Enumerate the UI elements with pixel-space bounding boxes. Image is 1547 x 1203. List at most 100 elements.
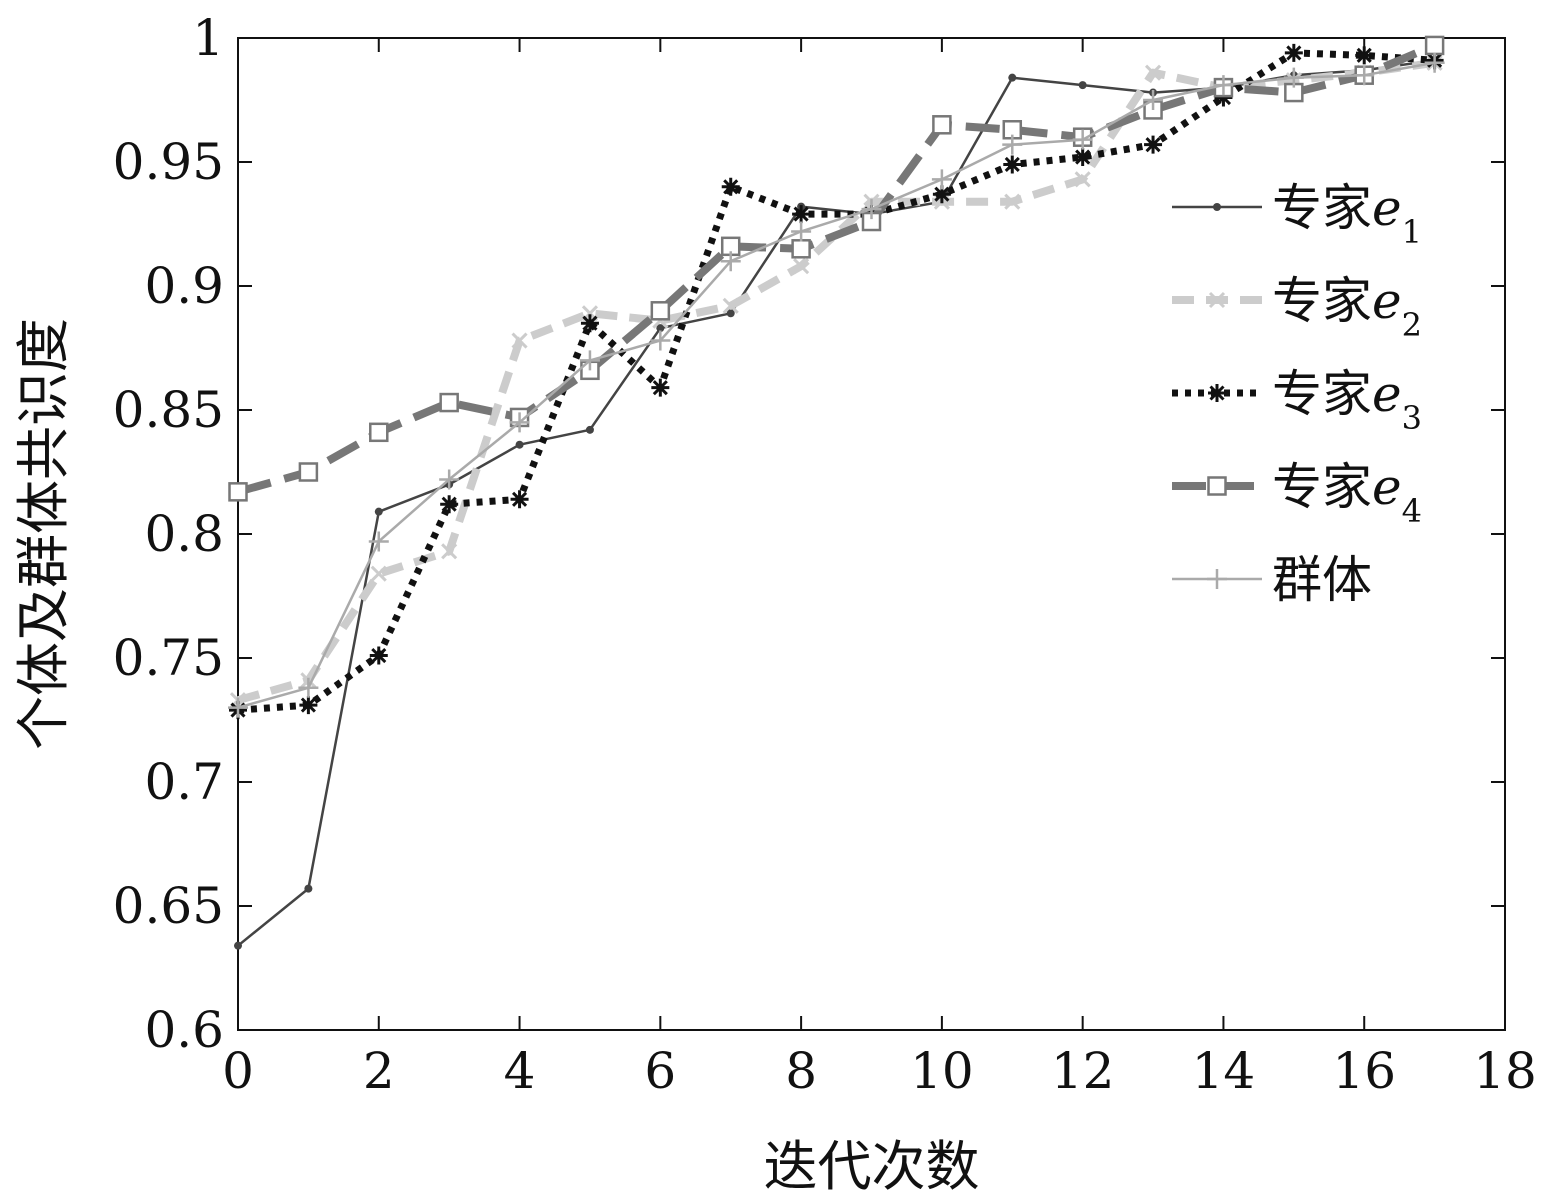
y-axis-label: 个体及群体共识度: [12, 318, 75, 750]
data-point: [1004, 193, 1021, 210]
data-point: [793, 258, 810, 275]
data-point: [1078, 81, 1087, 90]
x-tick-label: 10: [910, 1042, 974, 1100]
x-tick-label: 4: [504, 1042, 536, 1100]
data-point: [1208, 291, 1226, 309]
data-point: [1214, 88, 1233, 107]
data-point: [1207, 476, 1227, 496]
legend-label: 专家e2: [1272, 272, 1422, 344]
data-point: [1213, 203, 1221, 211]
y-tick-label: 0.75: [113, 629, 224, 687]
data-point: [580, 314, 599, 333]
y-tick-label: 0.95: [113, 133, 224, 191]
data-point: [1144, 135, 1163, 154]
data-point: [931, 169, 952, 190]
x-tick-label: 18: [1473, 1042, 1537, 1100]
y-tick-label: 0.8: [144, 505, 224, 563]
y-tick-label: 0.85: [113, 381, 224, 439]
data-point: [1073, 148, 1092, 167]
series-4: [228, 35, 1445, 502]
data-point: [441, 543, 458, 560]
x-tick-label: 0: [222, 1042, 254, 1100]
data-point: [720, 251, 741, 272]
data-point: [792, 205, 811, 224]
data-point: [1424, 52, 1445, 73]
data-point: [1284, 43, 1303, 62]
data-point: [1424, 35, 1445, 56]
data-point: [579, 350, 600, 371]
data-point: [511, 332, 528, 349]
x-tick-label: 14: [1192, 1042, 1256, 1100]
data-point: [932, 185, 951, 204]
series-layer: [228, 35, 1445, 950]
data-point: [1072, 129, 1093, 150]
data-point: [1002, 134, 1023, 155]
data-point: [1143, 90, 1164, 110]
series-1: [234, 56, 1439, 950]
x-axis-label: 迭代次数: [764, 1135, 980, 1198]
series-line: [237, 49, 1435, 714]
series-line: [237, 61, 1435, 709]
data-point: [298, 677, 319, 698]
data-point: [1207, 569, 1227, 589]
y-tick-label: 0.9: [144, 257, 224, 315]
series-line: [236, 41, 1437, 496]
series-2: [229, 54, 1443, 709]
data-point: [1208, 384, 1226, 402]
data-point: [369, 646, 388, 665]
series-line: [237, 59, 1435, 947]
x-tick-label: 6: [644, 1042, 676, 1100]
data-point: [304, 884, 313, 893]
data-point: [369, 422, 389, 443]
data-point: [1008, 73, 1017, 82]
legend-label: 专家e3: [1272, 365, 1422, 437]
data-point: [1354, 65, 1375, 86]
data-point: [374, 507, 383, 516]
data-point: [721, 177, 740, 196]
legend-item: 专家e2: [1172, 272, 1422, 344]
data-point: [1355, 46, 1374, 65]
series-line: [236, 58, 1436, 705]
legend-item: 专家e4: [1172, 458, 1422, 530]
series-3: [229, 43, 1444, 720]
data-point: [585, 425, 594, 434]
legend-item: 群体: [1172, 551, 1372, 609]
data-point: [932, 115, 952, 135]
y-tick-label: 1: [192, 9, 224, 67]
data-point: [439, 392, 459, 413]
data-point: [791, 221, 812, 242]
data-point: [1144, 64, 1162, 81]
legend-label: 专家e4: [1272, 458, 1422, 530]
data-point: [1074, 171, 1091, 188]
x-tick-label: 16: [1332, 1042, 1396, 1100]
y-tick-label: 0.6: [144, 1001, 224, 1059]
data-point: [509, 412, 530, 433]
data-point: [368, 531, 389, 552]
legend-item: 专家e3: [1172, 365, 1422, 437]
data-point: [370, 565, 387, 582]
legend-label: 专家e1: [1272, 179, 1422, 251]
series-5: [228, 52, 1445, 718]
y-tick-label: 0.7: [144, 753, 224, 811]
data-point: [656, 324, 665, 333]
data-point: [439, 469, 460, 490]
data-point: [650, 330, 671, 351]
data-point: [861, 199, 882, 220]
axis-tick-labels: 0 2 4 6 8 10 12 14 16 18 0.6 0.65 0.7 0.75 0.8 0.85 0.9 0…: [113, 9, 1537, 1100]
data-point: [298, 462, 319, 482]
data-point: [1213, 75, 1234, 96]
data-point: [650, 301, 671, 321]
data-point: [722, 297, 739, 314]
y-tick-label: 0.65: [113, 877, 224, 935]
data-point: [440, 495, 459, 514]
x-tick-label: 12: [1051, 1042, 1115, 1100]
data-point: [1003, 155, 1022, 174]
legend-label: 群体: [1272, 551, 1372, 609]
axis-ticks: [237, 37, 1506, 1031]
data-point: [510, 490, 529, 509]
data-point: [791, 239, 811, 259]
x-tick-label: 2: [363, 1042, 395, 1100]
data-point: [515, 440, 524, 449]
legend: 专家e1 专家e2 专家e3 专家e4 群体: [1172, 179, 1422, 609]
